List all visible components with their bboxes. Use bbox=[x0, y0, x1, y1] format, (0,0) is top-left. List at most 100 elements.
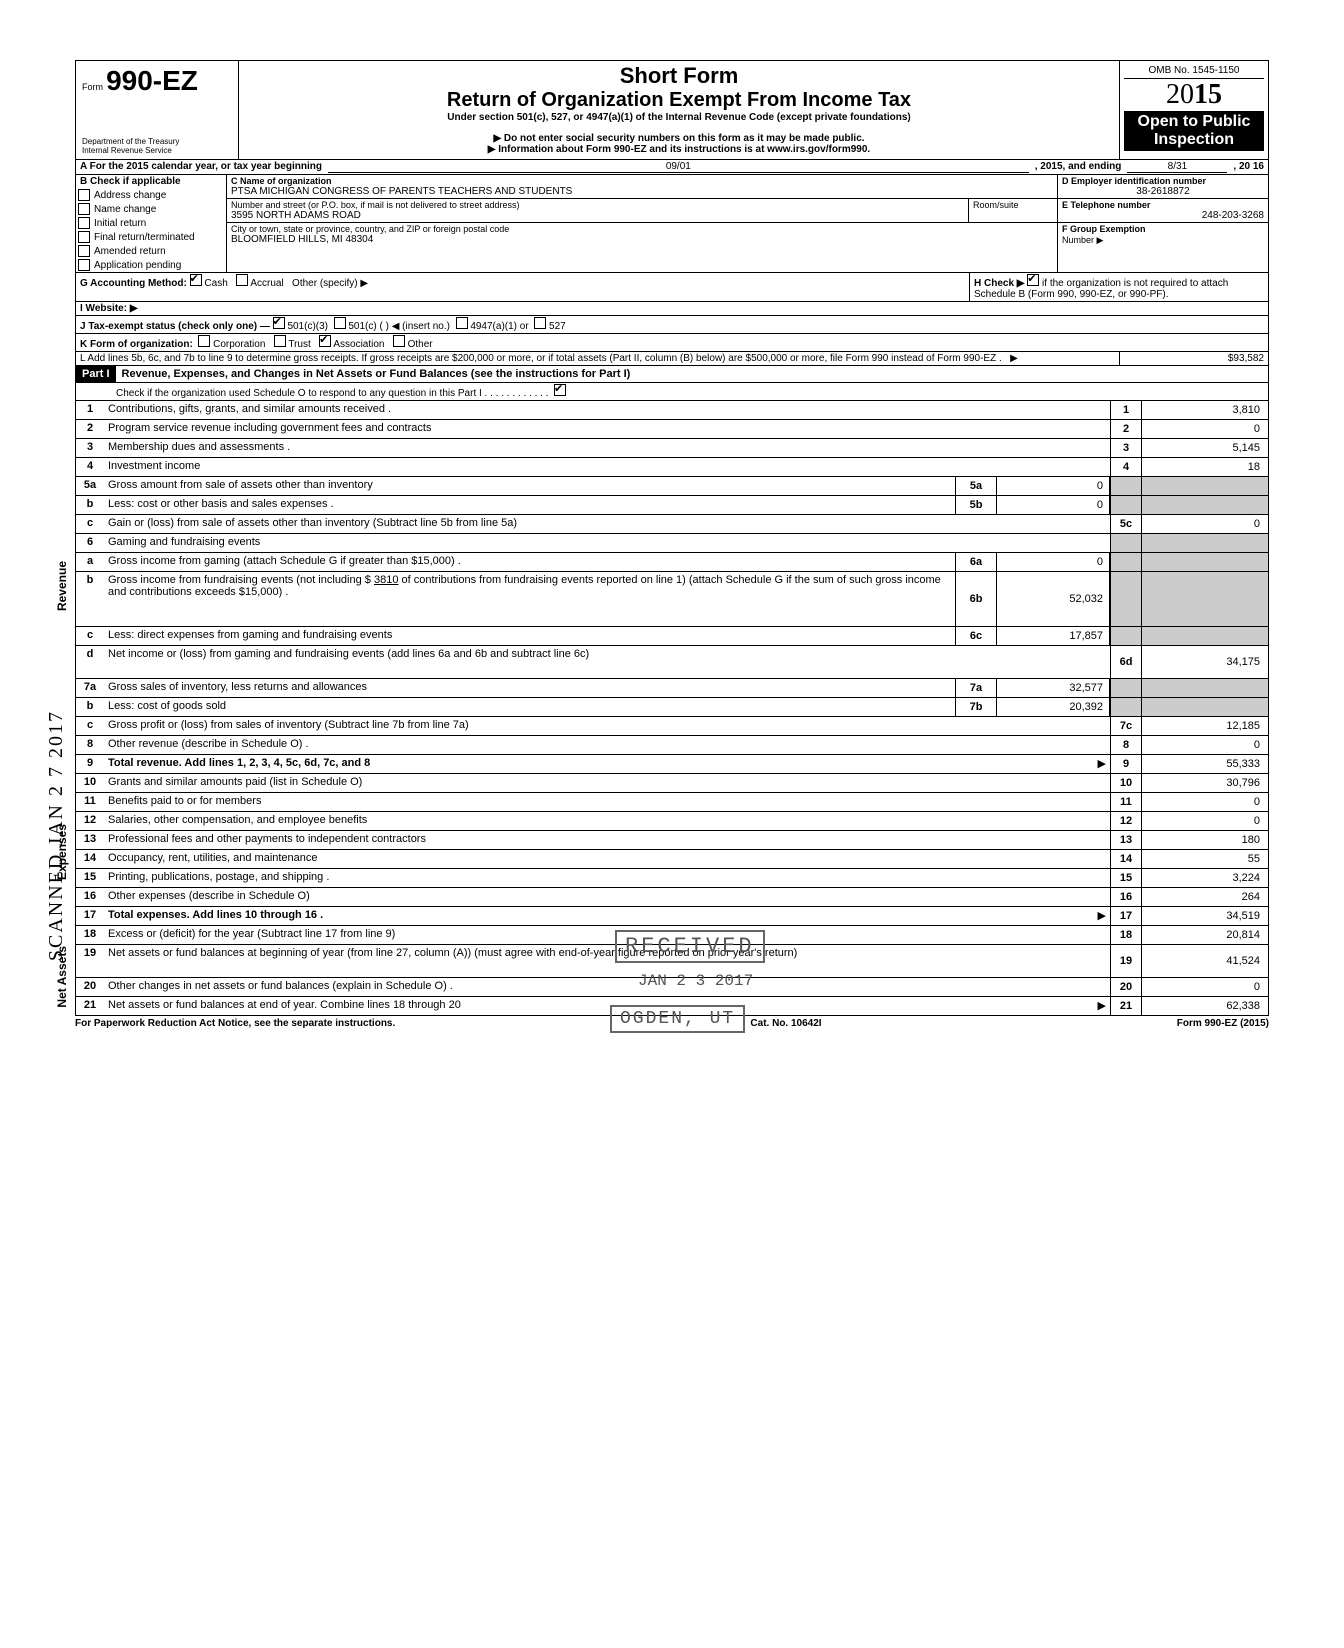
cb-address-change[interactable] bbox=[78, 189, 90, 201]
section-g-label: G Accounting Method: bbox=[80, 278, 187, 289]
line-7a: Gross sales of inventory, less returns a… bbox=[104, 679, 955, 697]
line-6d-val: 34,175 bbox=[1141, 646, 1268, 678]
line-4: Investment income bbox=[104, 458, 1110, 476]
line-20: Other changes in net assets or fund bala… bbox=[104, 978, 1110, 996]
section-l-text: L Add lines 5b, 6c, and 7b to line 9 to … bbox=[80, 353, 1002, 364]
line-9-val: 55,333 bbox=[1141, 755, 1268, 773]
section-k-label: K Form of organization: bbox=[80, 339, 193, 350]
line-7c: Gross profit or (loss) from sales of inv… bbox=[104, 717, 1110, 735]
line-5c-val: 0 bbox=[1141, 515, 1268, 533]
line-2: Program service revenue including govern… bbox=[104, 420, 1110, 438]
cb-assoc[interactable] bbox=[319, 335, 331, 347]
cb-final-return[interactable] bbox=[78, 231, 90, 243]
section-d-label: D Employer identification number bbox=[1062, 176, 1264, 186]
line-a-label: A For the 2015 calendar year, or tax yea… bbox=[80, 161, 322, 173]
line-11-val: 0 bbox=[1141, 793, 1268, 811]
cb-initial-return[interactable] bbox=[78, 217, 90, 229]
irs-label: Internal Revenue Service bbox=[82, 146, 232, 155]
line-18-val: 20,814 bbox=[1141, 926, 1268, 944]
line-16: Other expenses (describe in Schedule O) bbox=[104, 888, 1110, 906]
line-8-val: 0 bbox=[1141, 736, 1268, 754]
line-12-val: 0 bbox=[1141, 812, 1268, 830]
line-3: Membership dues and assessments . bbox=[104, 439, 1110, 457]
street-address: 3595 NORTH ADAMS ROAD bbox=[231, 210, 964, 221]
part1-check-line: Check if the organization used Schedule … bbox=[116, 388, 548, 399]
line-15: Printing, publications, postage, and shi… bbox=[104, 869, 1110, 887]
footer-mid: Cat. No. 10642I bbox=[750, 1018, 821, 1029]
cb-app-pending[interactable] bbox=[78, 259, 90, 271]
form-label: Form bbox=[82, 82, 103, 92]
cb-corp[interactable] bbox=[198, 335, 210, 347]
footer-left: For Paperwork Reduction Act Notice, see … bbox=[75, 1018, 395, 1029]
line-5c: Gain or (loss) from sale of assets other… bbox=[104, 515, 1110, 533]
line-13: Professional fees and other payments to … bbox=[104, 831, 1110, 849]
line-6: Gaming and fundraising events bbox=[104, 534, 1110, 552]
line-4-val: 18 bbox=[1141, 458, 1268, 476]
section-h-label: H Check ▶ bbox=[974, 278, 1024, 289]
line-1: Contributions, gifts, grants, and simila… bbox=[104, 401, 1110, 419]
cb-527[interactable] bbox=[534, 317, 546, 329]
cb-cash[interactable] bbox=[190, 274, 202, 286]
line-5a: Gross amount from sale of assets other t… bbox=[104, 477, 955, 495]
line-6a-val: 0 bbox=[997, 553, 1110, 571]
gross-receipts: 93,582 bbox=[1233, 353, 1264, 364]
cb-accrual[interactable] bbox=[236, 274, 248, 286]
info-line: ▶ Information about Form 990-EZ and its … bbox=[247, 144, 1111, 155]
line-14: Occupancy, rent, utilities, and maintena… bbox=[104, 850, 1110, 868]
city-label: City or town, state or province, country… bbox=[231, 224, 1053, 234]
city-value: BLOOMFIELD HILLS, MI 48304 bbox=[231, 234, 1053, 245]
line-18: Excess or (deficit) for the year (Subtra… bbox=[104, 926, 1110, 944]
line-6b-val: 52,032 bbox=[997, 572, 1110, 626]
under-section: Under section 501(c), 527, or 4947(a)(1)… bbox=[247, 112, 1111, 123]
line-9: Total revenue. Add lines 1, 2, 3, 4, 5c,… bbox=[104, 755, 1110, 773]
section-c-label: C Name of organization bbox=[231, 176, 1053, 186]
cb-501c[interactable] bbox=[334, 317, 346, 329]
line-7b: Less: cost of goods sold bbox=[104, 698, 955, 716]
revenue-side-label: Revenue bbox=[55, 561, 69, 611]
street-label: Number and street (or P.O. box, if mail … bbox=[231, 200, 964, 210]
inspection: Inspection bbox=[1126, 131, 1262, 149]
line-7b-val: 20,392 bbox=[997, 698, 1110, 716]
cb-schedule-b[interactable] bbox=[1027, 274, 1039, 286]
footer-right: Form 990-EZ (2015) bbox=[1177, 1018, 1269, 1029]
cb-amended[interactable] bbox=[78, 245, 90, 257]
phone-value: 248-203-3268 bbox=[1062, 210, 1264, 221]
omb-number: OMB No. 1545-1150 bbox=[1124, 63, 1264, 79]
cb-schedule-o[interactable] bbox=[554, 384, 566, 396]
line-6d: Net income or (loss) from gaming and fun… bbox=[104, 646, 1110, 678]
line-1-val: 3,810 bbox=[1141, 401, 1268, 419]
line-17: Total expenses. Add lines 10 through 16 … bbox=[104, 907, 1110, 925]
line-17-val: 34,519 bbox=[1141, 907, 1268, 925]
part1-label: Part I bbox=[76, 366, 116, 382]
cb-other-org[interactable] bbox=[393, 335, 405, 347]
line-21-val: 62,338 bbox=[1141, 997, 1268, 1015]
section-i-label: I Website: ▶ bbox=[80, 303, 138, 314]
line-10: Grants and similar amounts paid (list in… bbox=[104, 774, 1110, 792]
line-a-mid: , 2015, and ending bbox=[1035, 161, 1122, 173]
cb-name-change[interactable] bbox=[78, 203, 90, 215]
line-7c-val: 12,185 bbox=[1141, 717, 1268, 735]
netassets-side-label: Net Assets bbox=[55, 946, 69, 1008]
open-public: Open to Public bbox=[1126, 113, 1262, 131]
line-8: Other revenue (describe in Schedule O) . bbox=[104, 736, 1110, 754]
form-header: Form 990-EZ Department of the Treasury I… bbox=[75, 60, 1269, 160]
tax-year-begin: 09/01 bbox=[328, 161, 1029, 173]
line-12: Salaries, other compensation, and employ… bbox=[104, 812, 1110, 830]
main-title: Return of Organization Exempt From Incom… bbox=[247, 89, 1111, 112]
line-14-val: 55 bbox=[1141, 850, 1268, 868]
short-form-title: Short Form bbox=[247, 63, 1111, 89]
line-5b: Less: cost or other basis and sales expe… bbox=[104, 496, 955, 514]
cb-501c3[interactable] bbox=[273, 317, 285, 329]
line-20-val: 0 bbox=[1141, 978, 1268, 996]
section-j-label: J Tax-exempt status (check only one) — bbox=[80, 321, 270, 332]
line-5a-val: 0 bbox=[997, 477, 1110, 495]
line-21: Net assets or fund balances at end of ye… bbox=[104, 997, 1110, 1015]
line-15-val: 3,224 bbox=[1141, 869, 1268, 887]
line-7a-val: 32,577 bbox=[997, 679, 1110, 697]
line-2-val: 0 bbox=[1141, 420, 1268, 438]
org-name: PTSA MICHIGAN CONGRESS OF PARENTS TEACHE… bbox=[231, 186, 1053, 197]
cb-trust[interactable] bbox=[274, 335, 286, 347]
part1-title: Revenue, Expenses, and Changes in Net As… bbox=[116, 366, 1268, 382]
cb-4947[interactable] bbox=[456, 317, 468, 329]
line-a-endyear: , 20 16 bbox=[1233, 161, 1264, 173]
